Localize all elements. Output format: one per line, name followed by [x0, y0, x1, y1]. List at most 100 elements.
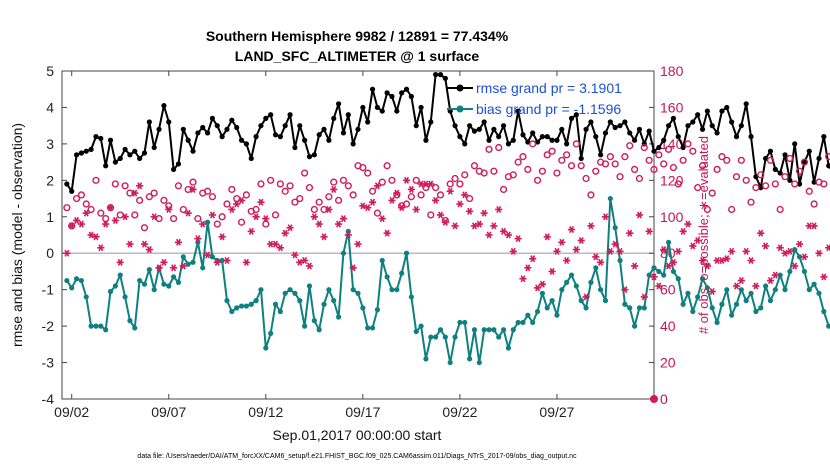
bias-point [408, 294, 414, 300]
asterisk-stroke [748, 256, 754, 265]
obs-possible-point [747, 198, 755, 206]
obs-possible-point [179, 205, 187, 214]
bias-point [743, 298, 749, 304]
asterisk-stroke [505, 231, 511, 239]
obs-possible-point [752, 184, 760, 192]
asterisk-stroke [491, 222, 497, 230]
rmse-point [583, 126, 589, 132]
bias-point [753, 308, 759, 315]
bias-point [229, 308, 235, 315]
asterisk-stroke [733, 282, 739, 290]
asterisk-stroke [612, 240, 618, 248]
asterisk-stroke [636, 211, 642, 219]
obs-possible-point [131, 211, 139, 219]
y2-tick-label: 180 [660, 63, 684, 79]
bias-point [399, 270, 405, 276]
y-tick-label: -1 [42, 282, 55, 298]
bias-point [627, 305, 633, 311]
asterisk-stroke [108, 204, 114, 212]
asterisk-stroke [93, 233, 99, 241]
bias-point [379, 257, 385, 264]
asterisk-stroke [709, 287, 715, 296]
bias-point [763, 283, 769, 289]
rmse-point [539, 134, 545, 140]
obs-possible-point [339, 176, 348, 184]
rmse-point [248, 155, 254, 162]
obs-evaluated-point [102, 220, 110, 228]
y-tick-label: -3 [42, 355, 55, 371]
asterisk-stroke [370, 198, 376, 206]
rmse-point [272, 132, 279, 138]
bias-point [462, 319, 468, 326]
bias-point [510, 327, 516, 333]
asterisk-stroke [340, 215, 346, 223]
rmse-point [132, 148, 138, 154]
chart-subtitle: LAND_SFC_ALTIMETER @ 1 surface [235, 48, 480, 64]
obs-possible-point [267, 176, 275, 184]
asterisk-stroke [535, 284, 541, 292]
obs-possible-point [601, 160, 610, 168]
obs-possible-point [674, 180, 682, 188]
plot-frame [61, 70, 655, 400]
rmse-point [767, 148, 774, 154]
obs-possible-point [174, 182, 183, 190]
obs-possible-point [694, 184, 702, 192]
bias-point [583, 305, 589, 311]
rmse-point [292, 144, 298, 151]
asterisk-stroke [437, 211, 443, 219]
rmse-point [413, 123, 419, 129]
bias-point [137, 277, 143, 284]
obs-evaluated-point [451, 222, 459, 230]
rmse-point [510, 137, 516, 143]
asterisk-stroke [598, 258, 604, 266]
obs-evaluated-point [378, 215, 386, 223]
obs-evaluated-point [184, 209, 192, 217]
obs-evaluated-point [781, 249, 789, 257]
obs-possible-point [791, 180, 799, 188]
rmse-point [772, 166, 778, 172]
obs-possible-point [669, 163, 678, 172]
asterisk-stroke [316, 220, 322, 228]
rmse-point [190, 148, 196, 154]
asterisk-stroke [336, 220, 342, 228]
rmse-point [636, 126, 643, 132]
obs-possible-point [621, 153, 629, 161]
rmse-point [826, 163, 830, 169]
bias-point [554, 312, 560, 318]
obs-possible-point [77, 191, 86, 199]
obs-evaluated-point [742, 247, 750, 255]
bias-point [369, 325, 376, 331]
x-axis: 09/02 09/07 09/12 09/17 09/22 09/27 [54, 71, 575, 420]
asterisk-stroke [268, 240, 274, 248]
asterisk-stroke [365, 204, 371, 212]
obs-possible-point [72, 194, 81, 203]
obs-possible-point [344, 182, 352, 190]
obs-evaluated-point [334, 220, 343, 228]
asterisk-stroke [404, 176, 410, 184]
rmse-point [224, 126, 230, 132]
bias-point [151, 287, 157, 293]
rmse-point [127, 152, 133, 158]
asterisk-stroke [98, 244, 104, 252]
bias-point [311, 318, 317, 324]
rmse-point [806, 148, 812, 154]
obs-evaluated-point [189, 185, 197, 193]
rmse-point [151, 144, 157, 151]
obs-evaluated-point [674, 247, 682, 255]
bias-point [806, 287, 812, 293]
obs-evaluated-point [698, 256, 707, 265]
rmse-point [175, 161, 182, 167]
obs-evaluated-point [660, 246, 668, 254]
obs-possible-point [63, 204, 71, 212]
asterisk-stroke [797, 240, 803, 248]
asterisk-stroke [471, 222, 477, 230]
asterisk-stroke [661, 246, 667, 254]
rmse-point [403, 86, 410, 92]
legend-bias-label: bias grand pr = -1.1596 [476, 101, 621, 117]
rmse-point [544, 134, 550, 140]
asterisk-stroke [704, 262, 710, 270]
obs-possible-point [281, 187, 289, 195]
obs-evaluated-point [160, 258, 168, 266]
obs-evaluated-point [689, 242, 697, 250]
bias-point [433, 334, 439, 340]
